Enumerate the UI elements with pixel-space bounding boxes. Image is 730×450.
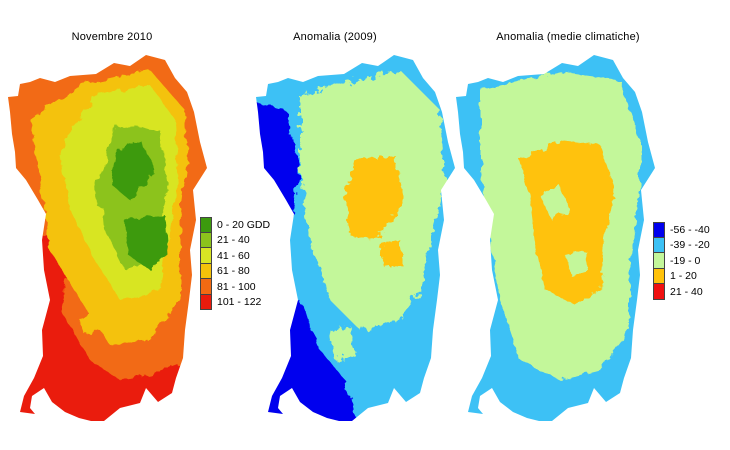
- legend-swatch: [200, 232, 212, 248]
- legend-item: -56 - -40: [653, 222, 710, 238]
- map-anomalia-medie-climatiche: [456, 55, 655, 421]
- legend-swatch: [653, 253, 665, 269]
- legend-item: 1 - 20: [653, 268, 710, 284]
- legend-anomalia: -56 - -40 -39 - -20 -19 - 0 1 - 20 21 - …: [653, 222, 710, 300]
- legend-swatch: [653, 237, 665, 253]
- legend-swatch: [200, 279, 212, 295]
- legend-swatch: [200, 248, 212, 264]
- legend-swatch: [653, 268, 665, 284]
- legend-label: 101 - 122: [217, 296, 262, 309]
- legend-novembre-2010: 0 - 20 GDD 21 - 40 41 - 60 61 - 80 81 - …: [200, 217, 270, 310]
- legend-swatch: [653, 284, 665, 300]
- legend-label: -19 - 0: [670, 254, 701, 267]
- legend-swatch: [653, 222, 665, 238]
- map-title-anomalia-2009: Anomalia (2009): [293, 31, 377, 43]
- legend-label: 61 - 80: [217, 265, 250, 278]
- legend-item: 21 - 40: [653, 284, 710, 300]
- legend-item: 61 - 80: [200, 263, 270, 279]
- legend-label: -56 - -40: [670, 223, 710, 236]
- map-anomalia-2009: [256, 55, 455, 421]
- legend-label: 1 - 20: [670, 270, 697, 283]
- legend-swatch: [200, 263, 212, 279]
- legend-item: -39 - -20: [653, 237, 710, 253]
- map-title-anomalia-medie: Anomalia (medie climatiche): [496, 31, 640, 43]
- legend-item: 41 - 60: [200, 248, 270, 264]
- legend-label: 21 - 40: [217, 234, 250, 247]
- legend-item: 21 - 40: [200, 232, 270, 248]
- map-novembre-2010: [8, 55, 207, 421]
- legend-label: 81 - 100: [217, 280, 256, 293]
- legend-swatch: [200, 217, 212, 233]
- legend-item: 0 - 20 GDD: [200, 217, 270, 233]
- legend-item: -19 - 0: [653, 253, 710, 269]
- legend-item: 81 - 100: [200, 279, 270, 295]
- legend-label: 41 - 60: [217, 249, 250, 262]
- legend-label: 0 - 20 GDD: [217, 218, 271, 231]
- legend-label: -39 - -20: [670, 239, 710, 252]
- legend-swatch: [200, 294, 212, 310]
- legend-item: 101 - 122: [200, 294, 270, 310]
- map-title-novembre-2010: Novembre 2010: [71, 31, 153, 43]
- legend-label: 21 - 40: [670, 285, 703, 298]
